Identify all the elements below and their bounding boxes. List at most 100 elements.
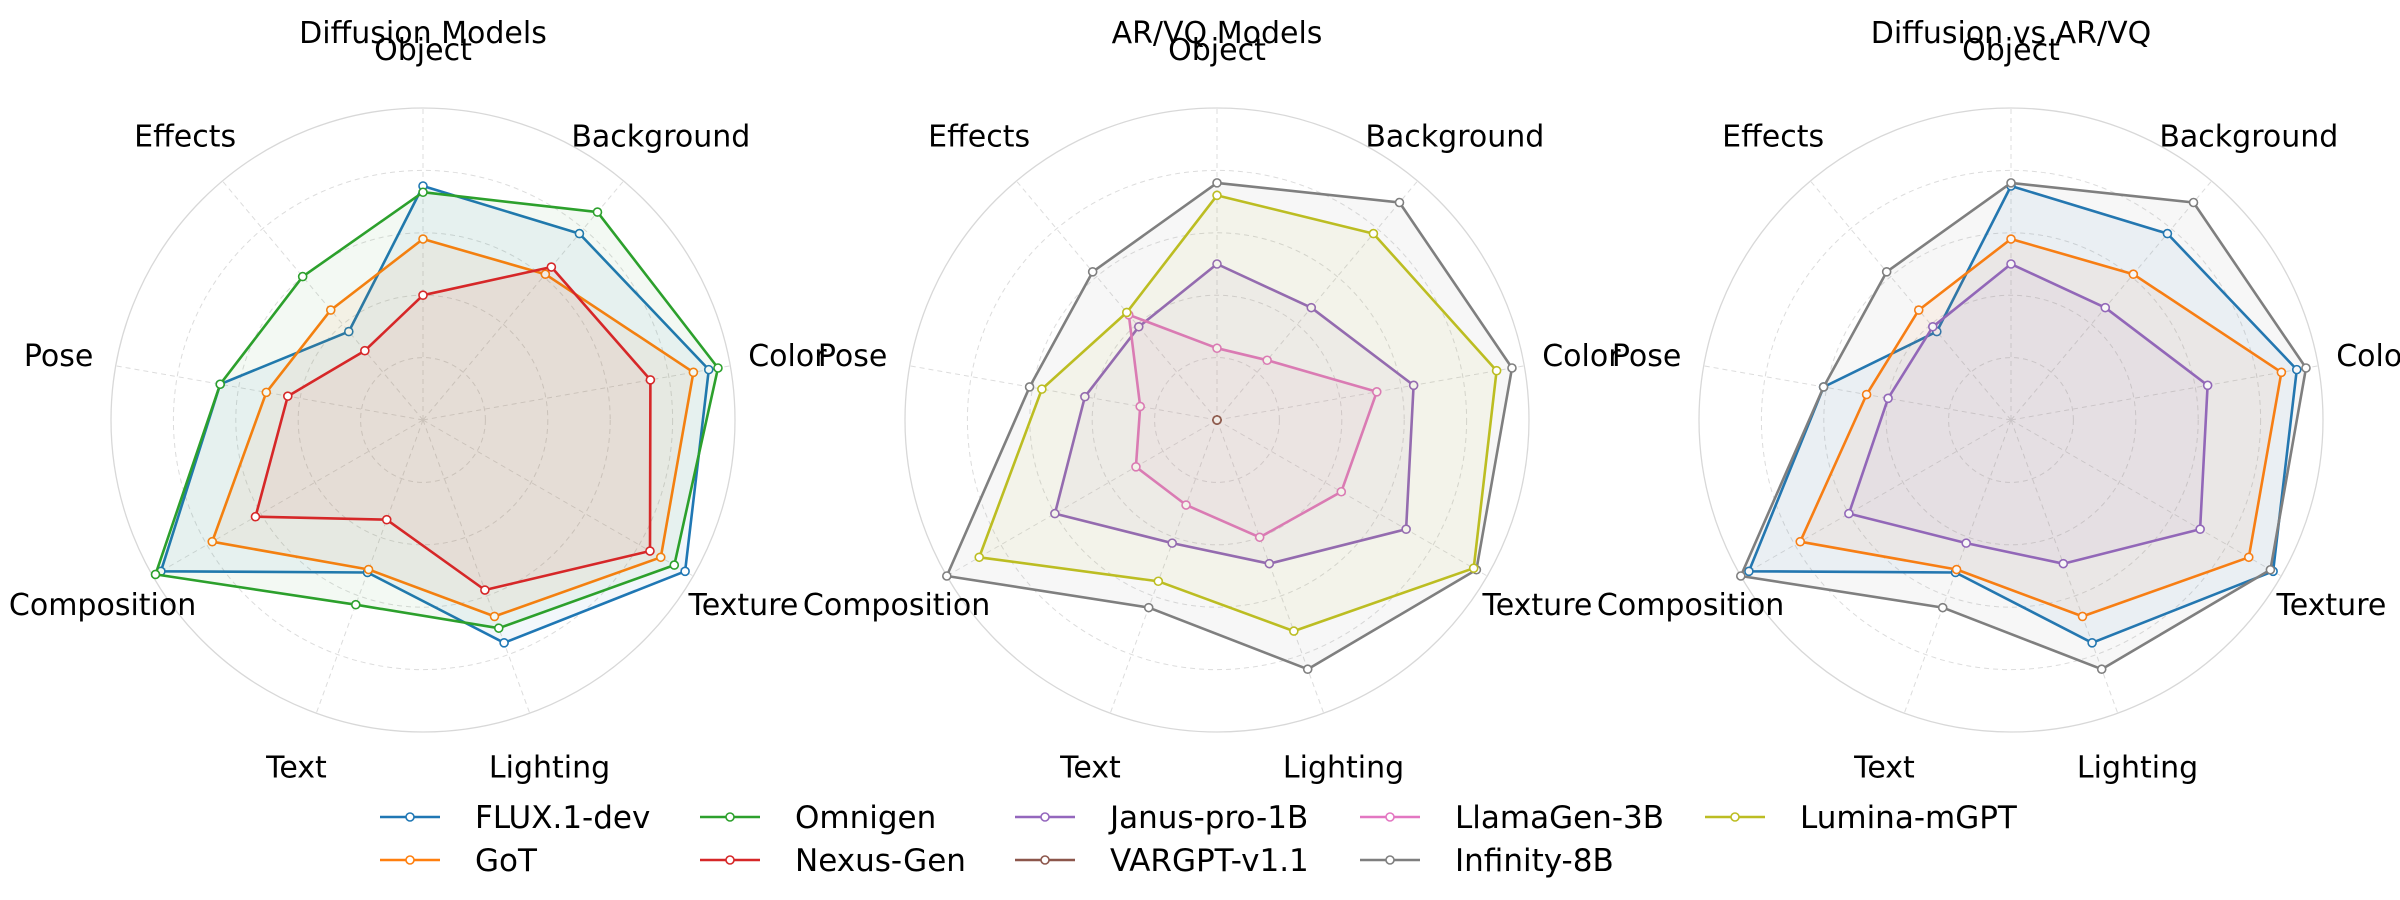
legend-swatch-marker [1040, 812, 1050, 822]
data-point-janus-pro-1b-background [1306, 302, 1317, 313]
data-point-janus-pro-1b-composition [1050, 508, 1060, 519]
series-line-llamagen-3b [1127, 313, 1379, 539]
series-fill-flux-1-dev [160, 186, 709, 643]
series-fill-infinity-8b [1740, 182, 2306, 670]
data-point-omnigen-text [350, 599, 361, 610]
legend-label: GoT [475, 843, 538, 879]
axis-label-text: Text [1059, 751, 1121, 786]
legend-swatch-marker [1730, 812, 1740, 822]
series-line-infinity-8b [945, 181, 1514, 671]
data-point-infinity-8b-composition [942, 571, 952, 581]
legend: FLUX.1-dev GoT Omnigen Nexus-Gen Janus-pro-1… [380, 800, 2018, 879]
data-point-llamagen-3b-color [1371, 387, 1382, 397]
data-point-janus-pro-1b-background [2100, 302, 2111, 313]
radar-grid-ring [966, 169, 1468, 671]
data-point-lumina-mgpt-text [1153, 576, 1164, 587]
data-point-infinity-8b-pose [1024, 382, 1035, 392]
radar-panel-diffusion-vs-ar-vq: Object Background Color Texture Lighting Text… [1597, 16, 2400, 786]
data-point-omnigen-lighting [493, 623, 504, 633]
data-point-got-pose [1861, 389, 1872, 400]
data-point-got-object [418, 234, 428, 244]
radar-spoke [946, 419, 1218, 577]
legend-item-vargpt-v1-1: VARGPT-v1.1 [1015, 843, 1309, 879]
data-point-flux-1-dev-texture [680, 566, 690, 577]
data-point-lumina-mgpt-background [1368, 228, 1379, 239]
data-point-vargpt-v1-1-effects [1212, 415, 1222, 425]
legend-item-flux-1-dev: FLUX.1-dev [380, 800, 650, 836]
data-point-lumina-mgpt-composition [974, 552, 985, 563]
axis-label-effects: Effects [134, 120, 236, 155]
data-point-flux-1-dev-color [2291, 364, 2302, 375]
series-fill-got [1800, 239, 2282, 617]
legend-item-nexus-gen: Nexus-Gen [700, 843, 966, 879]
data-point-janus-pro-1b-effects [1927, 321, 1938, 332]
data-point-got-lighting [489, 611, 500, 622]
radar-spoke [1740, 419, 2012, 577]
series-line-flux-1-dev [1747, 184, 2299, 645]
radar-spoke [152, 419, 424, 577]
data-point-omnigen-color [713, 363, 723, 373]
data-point-omnigen-texture [669, 560, 680, 570]
data-point-lumina-mgpt-lighting [1289, 626, 1299, 636]
radar-spoke [2010, 180, 2212, 421]
data-point-got-color [688, 367, 699, 378]
series-line-got [1798, 237, 2283, 618]
legend-swatch-marker [405, 812, 415, 822]
data-point-lumina-mgpt-pose [1037, 384, 1047, 394]
data-point-omnigen-object [418, 187, 428, 198]
legend-swatch-marker [725, 855, 735, 865]
data-point-flux-1-dev-color [703, 364, 714, 375]
data-point-nexus-gen-lighting [480, 585, 490, 595]
radar-panel-ar-vq-models: Object Background Color Texture Lighting Text… [803, 16, 1621, 786]
data-point-nexus-gen-color [645, 375, 656, 385]
data-point-infinity-8b-effects [1881, 267, 1892, 277]
axis-label-composition: Composition [1597, 588, 1784, 623]
series-fill-infinity-8b [946, 182, 1512, 670]
series-line-flux-1-dev [159, 184, 711, 645]
data-point-llamagen-3b-texture [1336, 486, 1347, 497]
radar-spoke [422, 419, 694, 577]
data-point-flux-1-dev-lighting [499, 638, 509, 648]
radar-spoke [2010, 419, 2282, 577]
data-point-llamagen-3b-composition [1131, 461, 1141, 472]
data-point-infinity-8b-background [2188, 197, 2199, 208]
legend-swatch-marker [1385, 812, 1395, 822]
axis-label-texture: Texture [2276, 588, 2387, 623]
data-point-omnigen-effects [297, 271, 308, 282]
axis-label-pose: Pose [24, 339, 93, 374]
legend-item-lumina-mgpt: Lumina-mGPT [1705, 800, 2018, 836]
data-point-infinity-8b-lighting [2096, 664, 2107, 675]
legend-item-got: GoT [380, 843, 538, 879]
axis-label-lighting: Lighting [489, 751, 610, 786]
series-fill-nexus-gen [255, 267, 651, 590]
radar-grid-ring [1154, 357, 1280, 483]
series-fill-llamagen-3b [1128, 314, 1377, 538]
radar-spoke [1016, 180, 1218, 421]
legend-label: Janus-pro-1B [1108, 800, 1308, 836]
axis-label-color: Color [748, 339, 827, 374]
data-point-lumina-mgpt-texture [1468, 563, 1479, 574]
legend-label: Infinity-8B [1455, 843, 1614, 879]
data-point-infinity-8b-object [1212, 178, 1222, 188]
panel-title: Diffusion Models [299, 16, 547, 51]
axis-label-effects: Effects [1722, 120, 1824, 155]
data-point-nexus-gen-effects [360, 345, 370, 356]
data-point-infinity-8b-text [1937, 602, 1948, 613]
legend-swatch-marker [1040, 855, 1050, 865]
legend-label: Lumina-mGPT [1800, 800, 2018, 836]
panel-title: Diffusion vs AR/VQ [1871, 16, 2152, 51]
data-point-janus-pro-1b-color [2202, 380, 2213, 391]
series-fill-omnigen [155, 192, 718, 629]
data-point-got-effects [1913, 305, 1924, 315]
radar-spoke [1810, 180, 2012, 421]
data-point-janus-pro-1b-lighting [2058, 558, 2069, 569]
series-fill-janus-pro-1b [1054, 264, 1414, 564]
data-point-llamagen-3b-object [1212, 343, 1222, 354]
series-fill-got [212, 239, 694, 617]
data-point-janus-pro-1b-text [1167, 538, 1177, 548]
data-point-janus-pro-1b-effects [1133, 321, 1144, 332]
legend-label: LlamaGen-3B [1455, 800, 1664, 836]
data-point-got-composition [1795, 536, 1806, 547]
data-point-infinity-8b-texture [2265, 564, 2276, 575]
